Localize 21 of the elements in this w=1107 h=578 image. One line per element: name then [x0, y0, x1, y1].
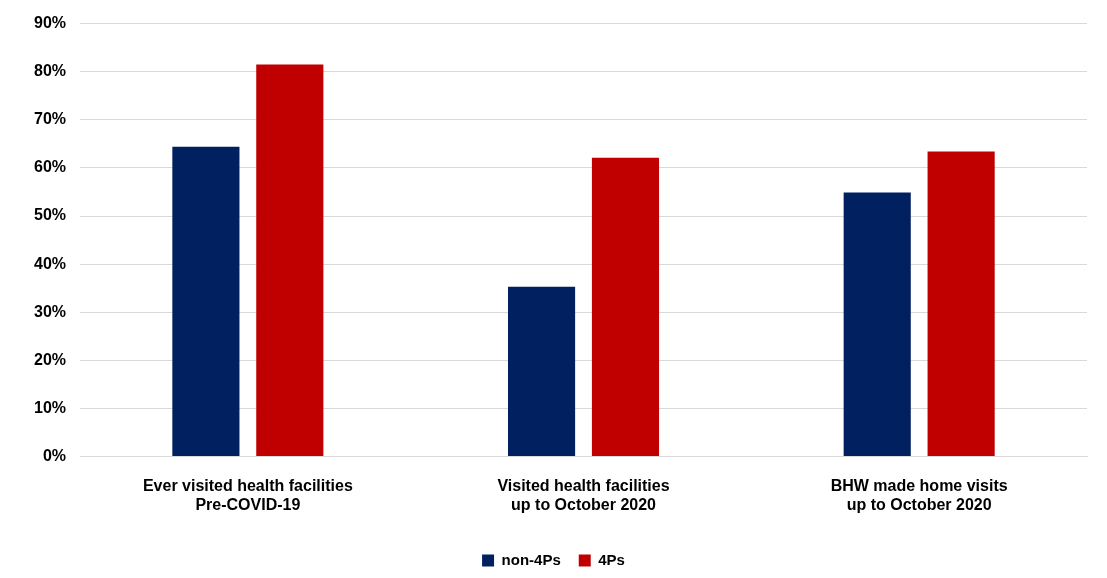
bar	[172, 146, 240, 457]
bar	[927, 151, 995, 457]
legend-label: non-4Ps	[501, 550, 561, 568]
y-tick-label: 80%	[33, 62, 67, 80]
bar	[507, 286, 576, 457]
y-tick-label: 10%	[33, 398, 67, 416]
x-tick-label: Ever visited health facilities Pre-COVID-19	[142, 476, 353, 513]
y-tick-label: 0%	[42, 447, 67, 465]
legend-label: 4Ps	[598, 550, 625, 568]
y-tick-label: 40%	[33, 254, 67, 272]
y-tick-label: 20%	[33, 350, 67, 368]
y-tick-label: 50%	[33, 206, 67, 224]
x-tick-label: BHW made home visits up to October 2020	[830, 476, 1008, 513]
x-tick-label: Visited health facilities up to October 2020	[497, 476, 670, 513]
y-tick-label: 60%	[33, 158, 67, 176]
y-tick-label: 30%	[33, 302, 67, 320]
bar	[591, 157, 660, 457]
y-tick-label: 90%	[33, 14, 67, 32]
y-tick-label: 70%	[33, 110, 67, 128]
bar	[843, 192, 911, 457]
bar	[256, 64, 324, 457]
